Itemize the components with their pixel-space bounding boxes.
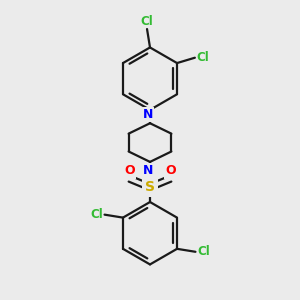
Text: N: N bbox=[143, 108, 154, 121]
Text: N: N bbox=[143, 164, 154, 177]
Text: Cl: Cl bbox=[90, 208, 103, 221]
Text: Cl: Cl bbox=[197, 245, 210, 258]
Text: Cl: Cl bbox=[141, 14, 153, 28]
Text: S: S bbox=[145, 180, 155, 194]
Text: Cl: Cl bbox=[196, 51, 209, 64]
Text: O: O bbox=[124, 164, 135, 177]
Text: O: O bbox=[165, 164, 175, 177]
